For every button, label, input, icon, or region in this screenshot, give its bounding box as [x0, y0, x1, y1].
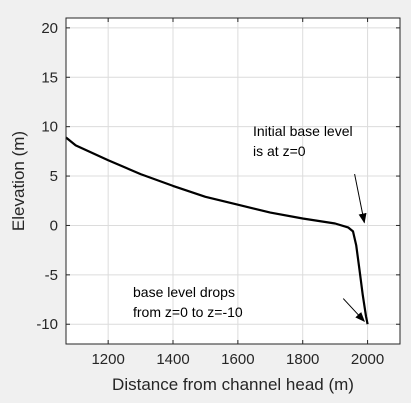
plot-area — [66, 18, 400, 344]
x-tick-label: 2000 — [351, 351, 384, 368]
annotation-text: is at z=0 — [253, 143, 306, 159]
y-tick-label: 20 — [41, 20, 58, 37]
annotation-layer: Initial base level is at z=0 base level dr… — [133, 123, 367, 323]
annotation-text: from z=0 to z=-10 — [133, 304, 243, 320]
y-tick-label: 0 — [50, 217, 58, 234]
y-tick-label: -5 — [45, 267, 58, 284]
x-tick-label: 1600 — [221, 351, 254, 368]
annotation-arrow — [342, 298, 366, 323]
y-tick-label: 5 — [50, 168, 58, 185]
annotation-text: Initial base level — [253, 123, 353, 139]
y-tick-label: 10 — [41, 119, 58, 136]
x-axis-label: Distance from channel head (m) — [112, 375, 354, 394]
annotation: base level drops from z=0 to z=-10 — [133, 284, 366, 323]
x-tick-label: 1400 — [156, 351, 189, 368]
annotation-arrow — [354, 173, 367, 224]
y-axis-label: Elevation (m) — [9, 131, 28, 231]
x-tick-label: 1200 — [91, 351, 124, 368]
plot-frame — [65, 17, 401, 345]
annotation: Initial base level is at z=0 — [253, 123, 367, 224]
series-layer — [65, 136, 369, 325]
y-tick-label: -10 — [36, 316, 58, 333]
annotation-text: base level drops — [133, 284, 235, 300]
axis-ticks: 1200 1400 1600 1800 2000 20 15 10 5 0 -5 -10 — [36, 18, 400, 368]
series-line — [65, 136, 369, 325]
y-tick-label: 15 — [41, 69, 58, 86]
x-tick-label: 1800 — [286, 351, 319, 368]
